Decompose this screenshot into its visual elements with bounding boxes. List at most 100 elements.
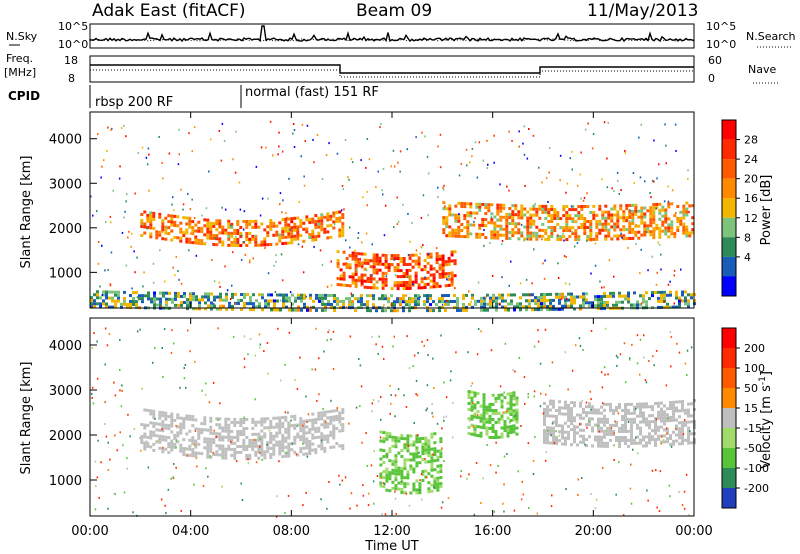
velocity-cell bbox=[573, 440, 576, 444]
power-cell bbox=[329, 214, 333, 218]
power-cell bbox=[185, 240, 189, 244]
velocity-speck bbox=[147, 466, 150, 469]
power-speck bbox=[439, 263, 441, 266]
velocity-speck bbox=[247, 444, 249, 447]
velocity-cell bbox=[287, 436, 291, 440]
power-cell bbox=[174, 294, 177, 298]
power-cell bbox=[384, 259, 388, 263]
power-cell bbox=[547, 220, 551, 223]
velocity-cell bbox=[248, 441, 252, 445]
velocity-cell bbox=[482, 393, 486, 397]
velocity-cell bbox=[206, 437, 210, 441]
velocity-cell bbox=[543, 423, 546, 426]
velocity-cell bbox=[191, 418, 195, 422]
y-tick-label: 2000 bbox=[49, 429, 82, 444]
velocity-cell bbox=[549, 414, 552, 418]
velocity-cell bbox=[624, 415, 627, 418]
power-cell bbox=[351, 300, 354, 304]
velocity-speck bbox=[473, 513, 476, 516]
power-cell bbox=[682, 228, 686, 232]
power-cell bbox=[153, 303, 156, 307]
velocity-cell bbox=[161, 438, 165, 442]
velocity-cell bbox=[394, 436, 398, 440]
freq-tick-top: 18 bbox=[64, 54, 78, 67]
power-cell bbox=[135, 303, 138, 307]
power-cell bbox=[393, 309, 396, 313]
velocity-cell bbox=[233, 423, 237, 427]
power-cell bbox=[390, 294, 393, 298]
velocity-cell bbox=[433, 477, 437, 481]
velocity-speck bbox=[322, 408, 324, 410]
power-cell bbox=[326, 236, 330, 240]
power-cell bbox=[339, 277, 343, 281]
velocity-speck bbox=[575, 344, 577, 347]
power-speck bbox=[229, 298, 232, 300]
velocity-speck bbox=[90, 392, 93, 395]
power-cell bbox=[508, 216, 512, 219]
velocity-cell bbox=[254, 432, 258, 436]
power-speck bbox=[445, 302, 448, 305]
velocity-cell bbox=[657, 404, 660, 408]
velocity-cell bbox=[672, 415, 675, 419]
power-cell bbox=[642, 294, 645, 298]
power-cell bbox=[336, 283, 340, 287]
velocity-cell bbox=[293, 426, 297, 430]
power-cell bbox=[571, 220, 575, 224]
velocity-cell bbox=[681, 400, 684, 404]
power-cell bbox=[529, 237, 533, 241]
power-cell bbox=[354, 284, 358, 288]
power-speck bbox=[531, 282, 533, 285]
nsky-label: N.Sky bbox=[6, 30, 38, 43]
power-cell bbox=[171, 297, 174, 301]
power-cell bbox=[192, 295, 195, 299]
power-cell bbox=[513, 305, 516, 309]
velocity-speck bbox=[665, 427, 668, 430]
power-speck bbox=[293, 146, 296, 148]
velocity-speck bbox=[372, 399, 375, 401]
power-cell bbox=[682, 213, 686, 217]
power-cell bbox=[378, 259, 382, 263]
velocity-cell bbox=[394, 475, 398, 479]
velocity-cell bbox=[606, 444, 609, 448]
power-cell bbox=[306, 308, 309, 312]
velocity-cell bbox=[317, 429, 321, 433]
power-cell bbox=[445, 234, 449, 238]
velocity-speck bbox=[109, 458, 111, 461]
power-cell bbox=[658, 235, 662, 239]
velocity-cell bbox=[182, 420, 186, 424]
power-cell bbox=[384, 262, 388, 266]
power-cell bbox=[420, 286, 424, 290]
power-cell bbox=[535, 231, 539, 235]
power-speck bbox=[209, 226, 212, 229]
velocity-cell bbox=[600, 411, 603, 415]
power-cell bbox=[156, 303, 159, 307]
velocity-cell bbox=[400, 473, 404, 476]
velocity-cell bbox=[278, 449, 282, 453]
velocity-speck bbox=[326, 507, 328, 510]
power-speck bbox=[365, 269, 368, 272]
power-cell bbox=[508, 213, 512, 216]
power-cell bbox=[417, 300, 420, 304]
velocity-speck bbox=[630, 463, 632, 466]
power-cell bbox=[261, 308, 264, 312]
power-cell bbox=[108, 305, 111, 309]
power-speck bbox=[412, 283, 414, 286]
velocity-cell bbox=[281, 422, 285, 426]
velocity-cell bbox=[621, 436, 624, 439]
velocity-cell bbox=[263, 420, 267, 424]
power-cell bbox=[170, 223, 174, 227]
power-cell bbox=[405, 272, 409, 275]
velocity-cell bbox=[600, 420, 603, 424]
power-cell bbox=[574, 220, 578, 224]
power-cell bbox=[179, 239, 183, 243]
velocity-speck bbox=[440, 506, 443, 509]
power-cell bbox=[294, 308, 297, 312]
power-cell bbox=[462, 296, 465, 300]
velocity-cell bbox=[600, 426, 603, 430]
power-cell bbox=[477, 299, 480, 303]
power-speck bbox=[419, 252, 421, 255]
power-cell bbox=[435, 252, 439, 256]
power-speck bbox=[399, 150, 402, 153]
power-speck bbox=[583, 196, 586, 199]
velocity-cell bbox=[597, 444, 600, 448]
